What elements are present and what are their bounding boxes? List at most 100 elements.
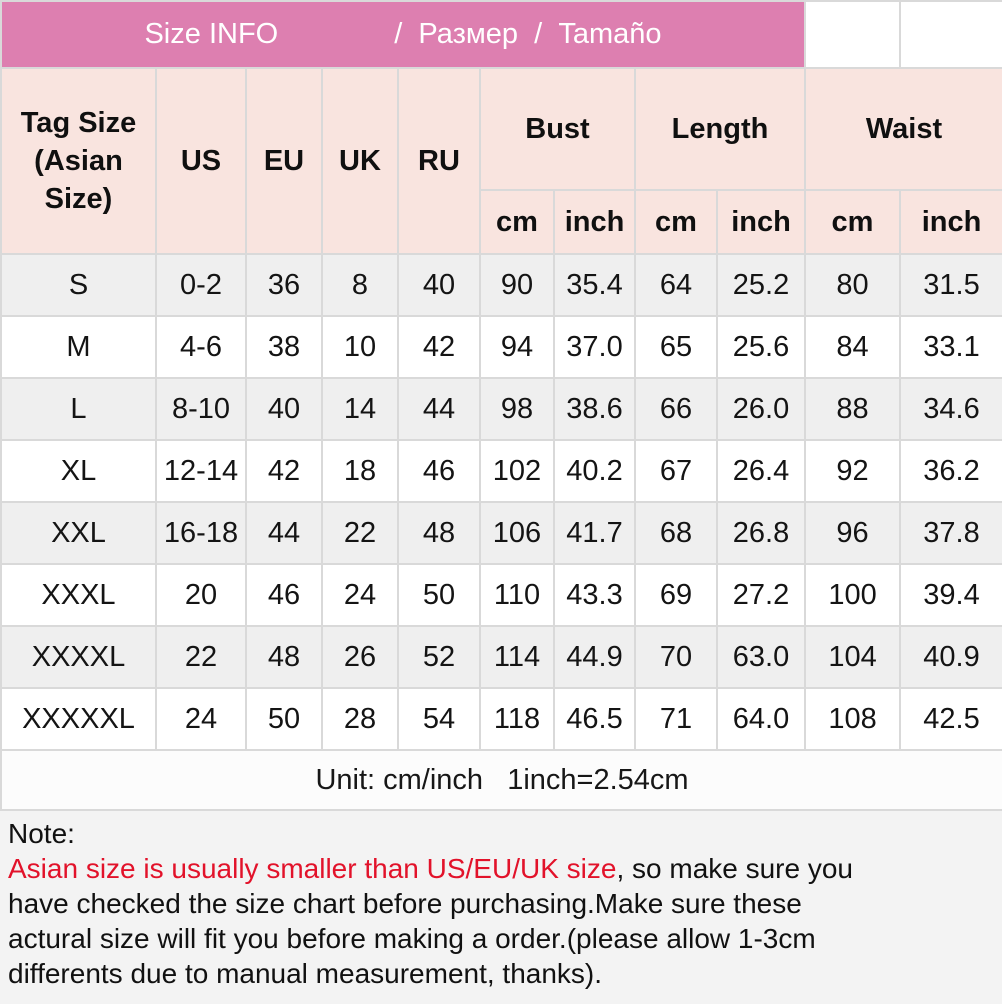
header-length-inch: inch <box>715 189 807 255</box>
cell: 40 <box>245 377 323 441</box>
cell: 24 <box>321 563 399 627</box>
cell: 54 <box>397 687 481 751</box>
cell: 28 <box>321 687 399 751</box>
cell: 12-14 <box>155 439 247 503</box>
header-eu: EU <box>245 67 323 255</box>
table-row-m: M 4-6 38 10 42 94 37.0 65 25.6 84 33.1 <box>0 315 1002 379</box>
note-line-1-rest: , so make sure you <box>616 853 854 884</box>
cell: 20 <box>155 563 247 627</box>
banner-cell: Size INFO / Размер / Tamaño <box>0 0 807 69</box>
cell: 14 <box>321 377 399 441</box>
cell: 8-10 <box>155 377 247 441</box>
cell: 67 <box>634 439 718 503</box>
unit-note-row: Unit: cm/inch 1inch=2.54cm <box>0 749 1002 811</box>
cell: 68 <box>634 501 718 565</box>
header-tag-size: Tag Size (Asian Size) <box>0 67 157 255</box>
cell: 40.2 <box>553 439 636 503</box>
table-row-s: S 0-2 36 8 40 90 35.4 64 25.2 80 31.5 <box>0 253 1002 317</box>
table-row-xl: XL 12-14 42 18 46 102 40.2 67 26.4 92 36… <box>0 439 1002 503</box>
header-bust-inch: inch <box>553 189 636 255</box>
cell: 37.0 <box>553 315 636 379</box>
cell: 26.4 <box>715 439 807 503</box>
row-label: XL <box>0 439 157 503</box>
row-label: S <box>0 253 157 317</box>
cell: 48 <box>245 625 323 689</box>
cell: 35.4 <box>553 253 636 317</box>
size-chart-table: Size INFO / Размер / Tamaño Tag Size (Asi… <box>0 0 1002 811</box>
cell: 36 <box>245 253 323 317</box>
cell: 16-18 <box>155 501 247 565</box>
cell: 66 <box>634 377 718 441</box>
cell: 96 <box>804 501 902 565</box>
cell: 42 <box>397 315 481 379</box>
cell: 114 <box>479 625 555 689</box>
table-row-l: L 8-10 40 14 44 98 38.6 66 26.0 88 34.6 <box>0 377 1002 441</box>
note-label: Note: <box>8 818 75 849</box>
table-row-xxxxl: XXXXL 22 48 26 52 114 44.9 70 63.0 104 4… <box>0 625 1002 689</box>
note-line-4: differents due to manual measurement, th… <box>8 958 603 989</box>
cell: 46.5 <box>553 687 636 751</box>
row-label: XXXL <box>0 563 157 627</box>
header-group-row: Tag Size (Asian Size) US EU UK RU Bust L… <box>0 67 1002 255</box>
cell: 24 <box>155 687 247 751</box>
cell: 8 <box>321 253 399 317</box>
cell: 25.6 <box>715 315 807 379</box>
cell: 38.6 <box>553 377 636 441</box>
cell: 44.9 <box>553 625 636 689</box>
header-us: US <box>155 67 247 255</box>
cell: 44 <box>397 377 481 441</box>
cell: 90 <box>479 253 555 317</box>
cell: 40 <box>397 253 481 317</box>
cell: 80 <box>804 253 902 317</box>
unit-note: Unit: cm/inch 1inch=2.54cm <box>0 749 1002 811</box>
header-length-cm: cm <box>634 189 718 255</box>
banner-subtitle: / Размер / Tamaño <box>394 18 662 50</box>
row-label: L <box>0 377 157 441</box>
header-waist-cm: cm <box>804 189 902 255</box>
cell: 110 <box>479 563 555 627</box>
row-label: XXXXL <box>0 625 157 689</box>
cell: 64.0 <box>715 687 807 751</box>
header-bust-cm: cm <box>479 189 555 255</box>
cell: 42.5 <box>899 687 1002 751</box>
cell: 39.4 <box>899 563 1002 627</box>
header-bust: Bust <box>479 67 636 191</box>
cell: 10 <box>321 315 399 379</box>
cell: 84 <box>804 315 902 379</box>
note-red-text: Asian size is usually smaller than US/EU… <box>8 853 617 884</box>
cell: 48 <box>397 501 481 565</box>
note-line-3: actural size will fit you before making … <box>8 923 816 954</box>
cell: 118 <box>479 687 555 751</box>
header-units-row: cm inch cm inch cm inch <box>1 189 1002 255</box>
cell: 46 <box>397 439 481 503</box>
cell: 100 <box>804 563 902 627</box>
cell: 26 <box>321 625 399 689</box>
cell: 88 <box>804 377 902 441</box>
cell: 41.7 <box>553 501 636 565</box>
cell: 26.0 <box>715 377 807 441</box>
cell: 98 <box>479 377 555 441</box>
cell: 18 <box>321 439 399 503</box>
cell: 38 <box>245 315 323 379</box>
cell: 40.9 <box>899 625 1002 689</box>
cell: 4-6 <box>155 315 247 379</box>
cell: 27.2 <box>715 563 807 627</box>
title-banner: Size INFO / Размер / Tamaño <box>0 0 1002 69</box>
cell: 104 <box>804 625 902 689</box>
header-uk: UK <box>321 67 399 255</box>
cell: 22 <box>321 501 399 565</box>
note-line-2: have checked the size chart before purch… <box>8 888 802 919</box>
cell: 25.2 <box>715 253 807 317</box>
row-label: M <box>0 315 157 379</box>
cell: 33.1 <box>899 315 1002 379</box>
header-length: Length <box>633 67 807 191</box>
cell: 50 <box>245 687 323 751</box>
header-waist-inch: inch <box>899 189 1002 255</box>
cell: 71 <box>634 687 718 751</box>
cell: 42 <box>245 439 323 503</box>
cell: 34.6 <box>899 377 1002 441</box>
row-label: XXXXXL <box>0 687 157 751</box>
cell: 102 <box>479 439 555 503</box>
row-label: XXL <box>0 501 157 565</box>
cell: 50 <box>397 563 481 627</box>
